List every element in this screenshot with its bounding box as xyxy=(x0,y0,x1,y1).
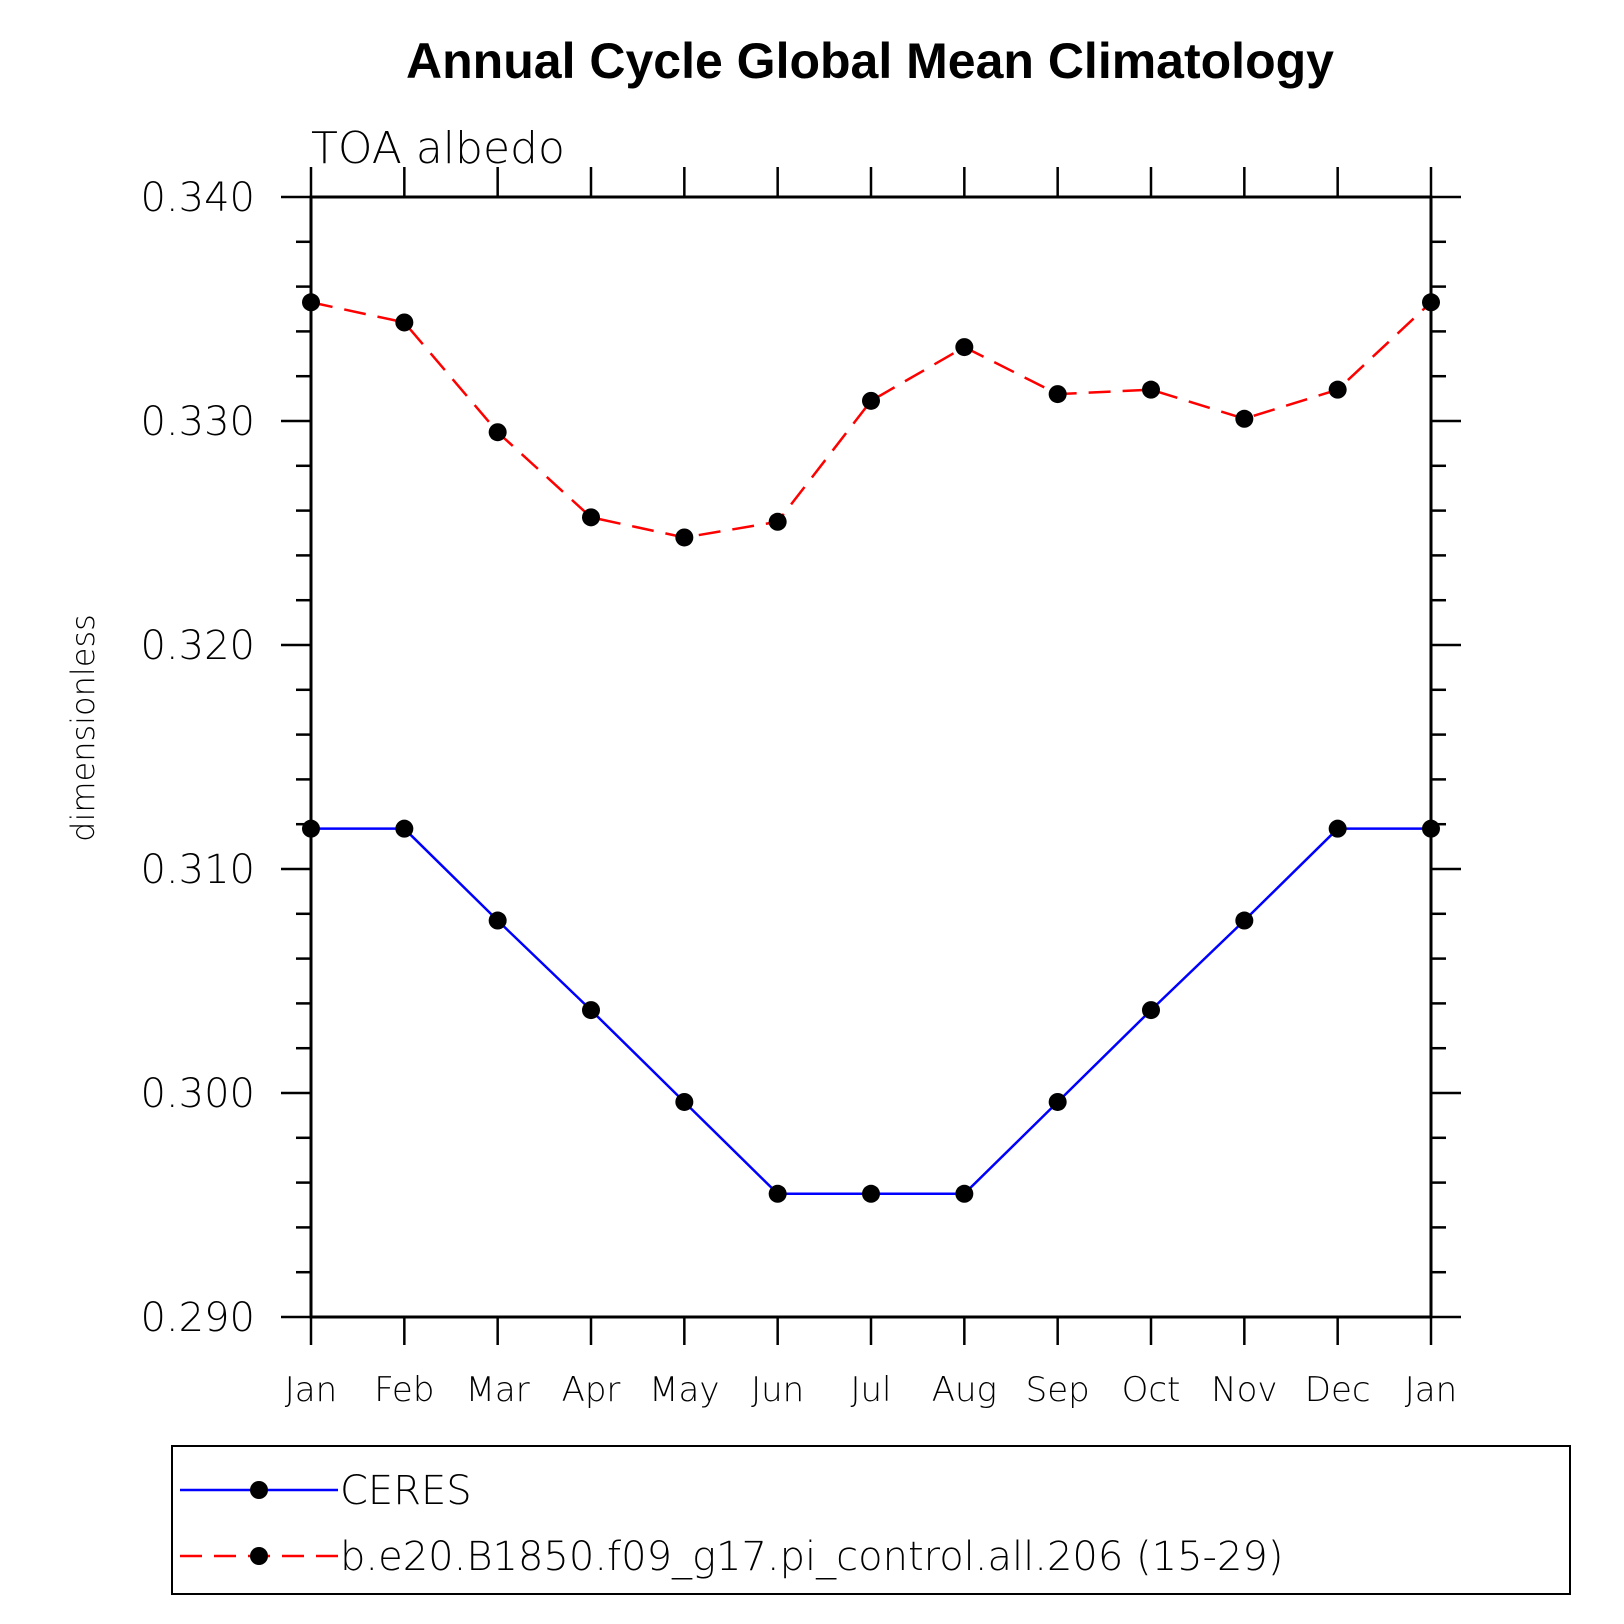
legend-marker-model xyxy=(250,1547,268,1565)
series-1-point xyxy=(862,391,880,410)
series-0-point xyxy=(1235,911,1254,930)
series-1-point xyxy=(768,512,787,531)
series-line-1 xyxy=(310,301,1432,539)
series-0-point xyxy=(675,1092,694,1111)
series-1-point xyxy=(1422,293,1440,312)
x-tick-label: Jun xyxy=(751,1370,804,1410)
x-tick-label: Jan xyxy=(285,1370,337,1410)
plot-frame xyxy=(309,195,1433,1319)
series-1-point xyxy=(1142,380,1160,399)
series-0-point xyxy=(1142,1001,1160,1020)
y-tick-label: 0.300 xyxy=(140,1071,255,1117)
series-0-point xyxy=(768,1184,787,1203)
series-1-point xyxy=(955,338,974,357)
series-0-point xyxy=(582,1001,600,1020)
y-tick-label: 0.330 xyxy=(140,399,255,445)
x-tick-label: Nov xyxy=(1211,1370,1277,1410)
series-1-point xyxy=(302,293,320,312)
legend-label-ceres: CERES xyxy=(340,1468,472,1514)
y-tick-label: 0.320 xyxy=(140,623,255,669)
x-tick-label: Feb xyxy=(374,1370,434,1410)
series-1-point xyxy=(1048,385,1067,404)
series-1-point xyxy=(675,528,694,547)
series-0-point xyxy=(955,1184,974,1203)
series-0-point xyxy=(862,1184,880,1203)
x-tick-label: Aug xyxy=(932,1370,997,1410)
legend-frame xyxy=(171,1445,1571,1595)
series-1-point xyxy=(488,423,507,442)
legend-marker-ceres xyxy=(250,1481,268,1499)
y-tick-label: 0.340 xyxy=(140,175,255,221)
x-tick-label: Sep xyxy=(1026,1370,1090,1410)
series-1-point xyxy=(1328,380,1347,399)
series-1-point xyxy=(395,313,414,332)
series-0-point xyxy=(1328,819,1347,838)
series-0-point xyxy=(488,911,507,930)
x-tick-label: Dec xyxy=(1305,1370,1371,1410)
series-1-point xyxy=(1235,409,1254,428)
axis-ticks: Jan Feb Mar Apr May Jun Jul Aug Sep Oct Nov Dec Jan 0… xyxy=(140,167,1461,1410)
x-tick-label: Oct xyxy=(1122,1370,1181,1410)
x-tick-label: Jul xyxy=(850,1370,891,1410)
series-line-0 xyxy=(311,827,1431,1196)
x-tick-label: May xyxy=(649,1370,719,1410)
series-1-point xyxy=(582,508,600,527)
legend: CERES b.e20.B1850.f09_g17.pi_control.all… xyxy=(171,1445,1571,1595)
series-0-point xyxy=(1422,819,1440,838)
x-tick-label: Mar xyxy=(466,1370,530,1410)
series-0-point xyxy=(1048,1092,1067,1111)
x-tick-label: Apr xyxy=(562,1370,621,1410)
y-tick-label: 0.290 xyxy=(140,1295,255,1341)
series-layer xyxy=(302,293,1440,1203)
y-axis-label: dimensionless xyxy=(64,614,102,842)
legend-label-model: b.e20.B1850.f09_g17.pi_control.all.206 (… xyxy=(340,1534,1283,1580)
y-tick-label: 0.310 xyxy=(140,847,255,893)
series-0-point xyxy=(302,819,320,838)
chart-title: Annual Cycle Global Mean Climatology xyxy=(406,33,1334,89)
x-tick-label: Jan xyxy=(1405,1370,1457,1410)
chart-subtitle: TOA albedo xyxy=(311,123,565,174)
series-0-point xyxy=(395,819,414,838)
